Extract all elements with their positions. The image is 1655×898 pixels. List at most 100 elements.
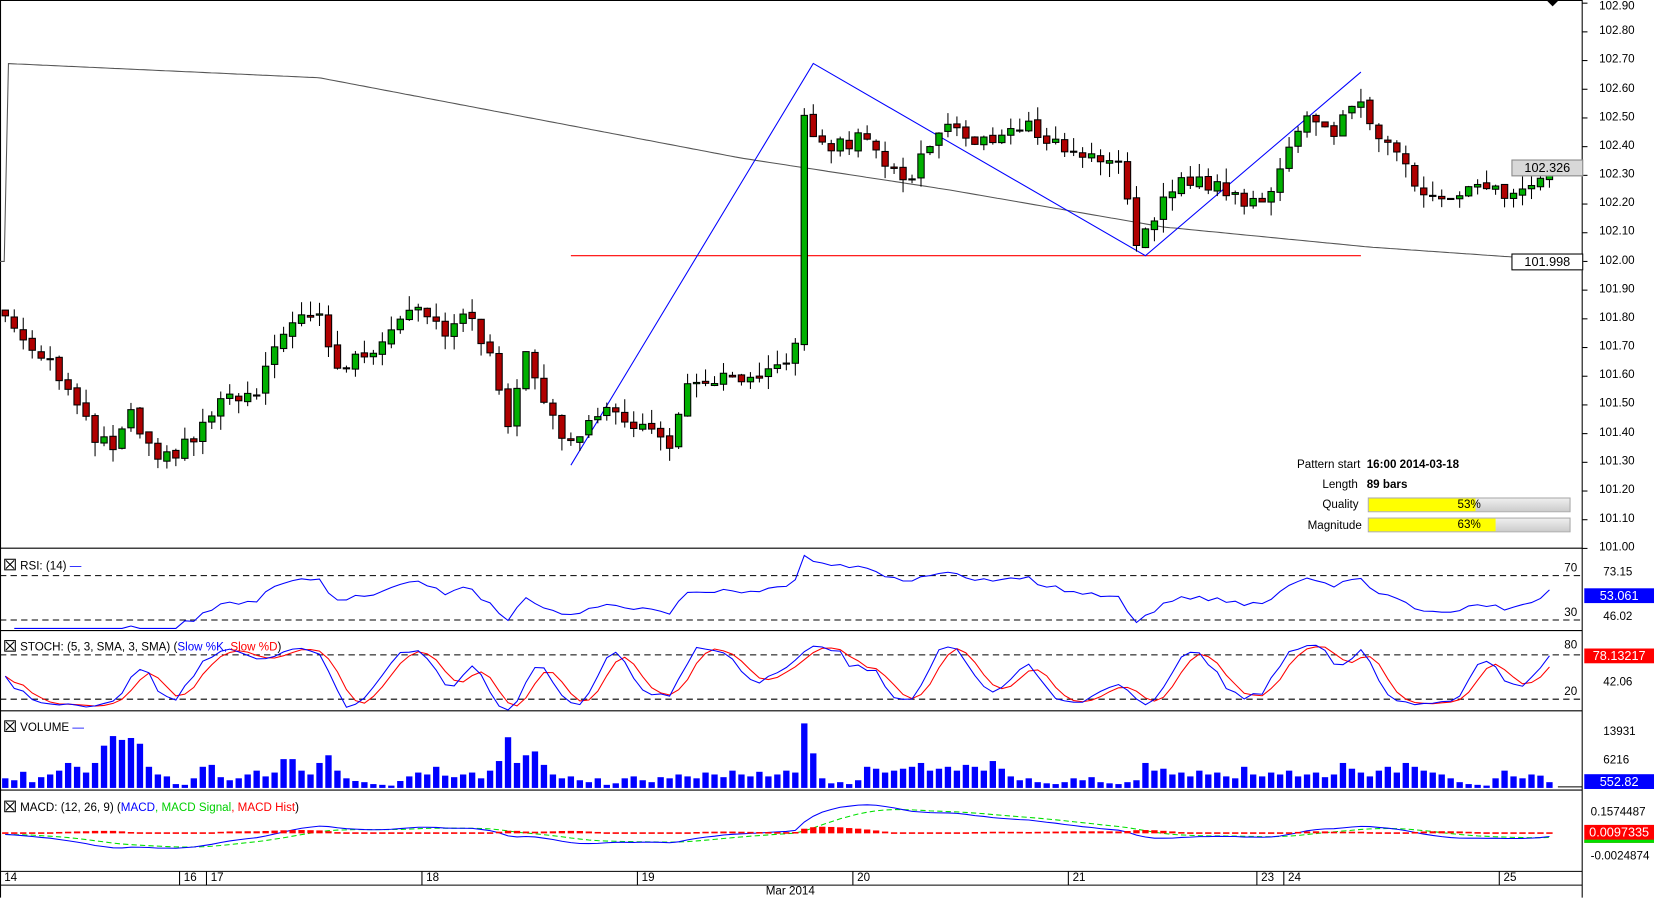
candle-up: [1518, 188, 1527, 196]
moving-average-line: [0, 63, 1581, 262]
candle-up: [279, 333, 288, 350]
volume-bar: [388, 785, 395, 788]
candle-up: [208, 415, 216, 423]
macd-hist-bar: [20, 832, 27, 834]
price-axis-label: 101.50: [1599, 397, 1635, 411]
candle-down: [1384, 139, 1392, 143]
macd-hist-bar: [926, 832, 934, 834]
macd-hist-bar: [899, 832, 907, 834]
price-axis-label: 101.90: [1599, 282, 1635, 296]
macd-hist-bar: [145, 832, 153, 834]
macd-hist-bar: [917, 832, 925, 834]
candle-up: [1159, 196, 1168, 220]
stoch-k-legend: Slow %K: [177, 641, 224, 654]
macd-hist-bar: [684, 832, 691, 834]
volume-bar: [926, 770, 934, 788]
candle-down: [1429, 194, 1437, 197]
macd-hist-bar: [47, 832, 54, 834]
volume-bar: [442, 775, 449, 788]
volume-bar: [854, 780, 862, 788]
macd-hist-bar: [1088, 831, 1095, 834]
close-panel-icon[interactable]: [4, 720, 16, 732]
volume-bar: [1061, 782, 1068, 788]
candle-down: [1114, 160, 1123, 163]
length-label: Length: [1322, 478, 1358, 492]
candle-up: [1267, 190, 1275, 203]
rsi-title: RSI: (14) —: [4, 558, 81, 572]
macd-hist-bar: [1510, 832, 1517, 834]
candle-up: [1141, 228, 1150, 249]
candle-down: [1366, 99, 1374, 125]
macd-hist-bar: [1187, 832, 1194, 834]
candle-up: [800, 114, 808, 346]
candle-down: [863, 133, 871, 140]
candle-up: [719, 372, 728, 385]
close-panel-icon[interactable]: [4, 558, 16, 571]
macd-hist-bar: [1258, 832, 1266, 834]
volume-bar: [91, 762, 99, 788]
volume-bar: [1124, 782, 1131, 788]
macd-hist-bar: [810, 827, 817, 834]
volume-bar: [1115, 784, 1122, 788]
time-axis-label: 20: [857, 871, 871, 885]
macd-hist-bar: [477, 832, 485, 834]
volume-bar: [1330, 774, 1338, 788]
macd-hist-bar: [253, 831, 260, 834]
volume-bar: [738, 774, 745, 788]
candle-up: [710, 383, 719, 387]
macd-sep: ,: [154, 801, 162, 815]
candle-down: [1411, 165, 1419, 187]
candle-up: [692, 381, 701, 385]
close-panel-icon[interactable]: [4, 640, 16, 652]
macd-title-text: MACD: (12, 26, 9) (: [20, 801, 121, 815]
candle-up: [450, 323, 458, 337]
volume-bar: [612, 783, 619, 788]
volume-bar: [20, 771, 27, 788]
macd-hist-bar: [854, 828, 862, 834]
macd-hist-bar: [1546, 832, 1553, 834]
volume-bar: [828, 783, 835, 788]
macd-hist-bar: [1429, 831, 1436, 834]
volume-bar: [1339, 762, 1347, 788]
macd-hist-bar: [747, 831, 754, 834]
candle-down: [890, 166, 898, 169]
volume-bar: [145, 766, 153, 788]
macd-hist-bar: [729, 831, 736, 834]
macd-hist-bar: [127, 832, 135, 834]
macd-axis-label: -0.0024874: [1590, 850, 1650, 863]
candle-down: [1222, 182, 1230, 197]
volume-bar: [208, 764, 215, 788]
candle-down: [1042, 135, 1051, 144]
volume-bar: [1214, 772, 1221, 788]
volume-bar: [1312, 772, 1320, 788]
macd-hist-bar: [199, 832, 206, 834]
macd-hist-bar: [55, 831, 63, 834]
volume-bar: [747, 776, 754, 788]
macd-hist-bar: [217, 831, 224, 834]
close-panel-icon[interactable]: [4, 800, 16, 813]
volume-bar: [415, 772, 422, 788]
candle-down: [1420, 187, 1428, 196]
volume-bar: [684, 776, 691, 788]
candle-up: [576, 436, 584, 443]
volume-bar: [603, 784, 610, 788]
rsi-axis-label: 46.02: [1603, 610, 1633, 624]
volume-bar: [316, 762, 323, 788]
candle-down: [1123, 161, 1132, 200]
macd-hist-bar: [1456, 831, 1463, 834]
volume-bar: [863, 766, 871, 788]
macd-hist-bar: [1339, 831, 1347, 834]
time-axis-label: 21: [1072, 871, 1086, 885]
price-axis-label: 101.30: [1599, 454, 1635, 468]
volume-bar: [549, 774, 557, 788]
candle-up: [980, 136, 988, 146]
macd-hist-bar: [352, 832, 359, 834]
volume-bar: [11, 780, 18, 788]
pattern-zigzag-line: [570, 62, 1362, 466]
volume-legend-line: —: [72, 721, 85, 735]
candle-up: [1231, 192, 1239, 195]
candle-up: [181, 438, 189, 459]
volume-bar: [1276, 774, 1284, 788]
